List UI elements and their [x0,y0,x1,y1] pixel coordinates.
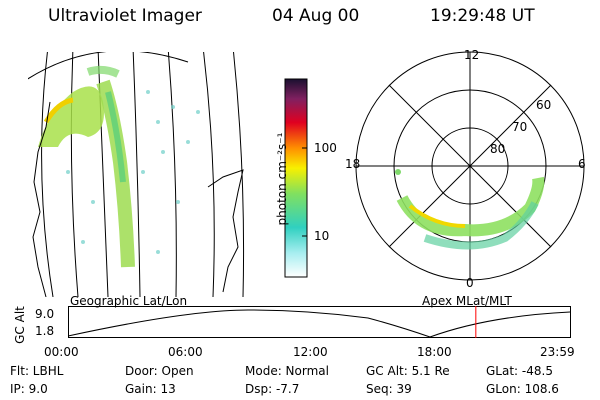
status-glat: GLat: -48.5 [486,364,553,378]
status-seq: Seq: 39 [366,382,412,396]
mlt-label-12: 12 [464,48,480,62]
altitude-curve [68,309,571,338]
altitude-ytick-low: 1.8 [35,324,55,338]
colorbar-tick-100: 100 [314,141,337,155]
colorbar-label: photon cm⁻²s⁻¹ [275,132,289,226]
status-door: Door: Open [125,364,194,378]
time-label: 19:29:48 UT [430,6,535,26]
status-gc-alt: GC Alt: 5.1 Re [366,364,450,378]
colorbar-tick-10: 10 [314,229,330,243]
polar-plot [355,51,585,281]
geographic-image-panel [28,52,245,297]
status-dsp: Dsp: -7.7 [245,382,300,396]
coastline-east [207,169,244,293]
mlt-label-0: 0 [466,276,474,290]
date-label: 04 Aug 00 [272,6,360,26]
altitude-ytick-high: 9.0 [35,307,55,321]
instrument-title: Ultraviolet Imager [48,6,202,26]
status-glon: GLon: 108.6 [486,382,559,396]
altitude-xtick-0000: 00:00 [44,345,79,359]
mlt-label-6: 6 [578,157,586,171]
geo-grid-lines [28,52,245,297]
apex-caption: Apex MLat/MLT [422,294,512,308]
coastline-west [32,101,51,297]
aurora-emission [38,65,200,268]
altitude-xtick-0600: 06:00 [168,345,203,359]
status-ip: IP: 9.0 [10,382,48,396]
polar-aurora-oval [395,169,545,250]
altitude-plot-frame [68,306,571,338]
lat-label-60: 60 [536,98,552,112]
altitude-plot [68,306,571,338]
status-gain: Gain: 13 [125,382,176,396]
lat-label-70: 70 [512,120,528,134]
altitude-xtick-1200: 12:00 [293,345,328,359]
altitude-xtick-1800: 18:00 [417,345,452,359]
mlt-label-18: 18 [345,157,361,171]
altitude-ylabel: GC Alt [13,306,27,344]
status-mode: Mode: Normal [245,364,329,378]
altitude-xtick-2359: 23:59 [540,345,575,359]
colorbar [284,78,308,278]
status-filter: Flt: LBHL [10,364,64,378]
geographic-caption: Geographic Lat/Lon [70,294,188,308]
lat-label-80: 80 [490,142,506,156]
